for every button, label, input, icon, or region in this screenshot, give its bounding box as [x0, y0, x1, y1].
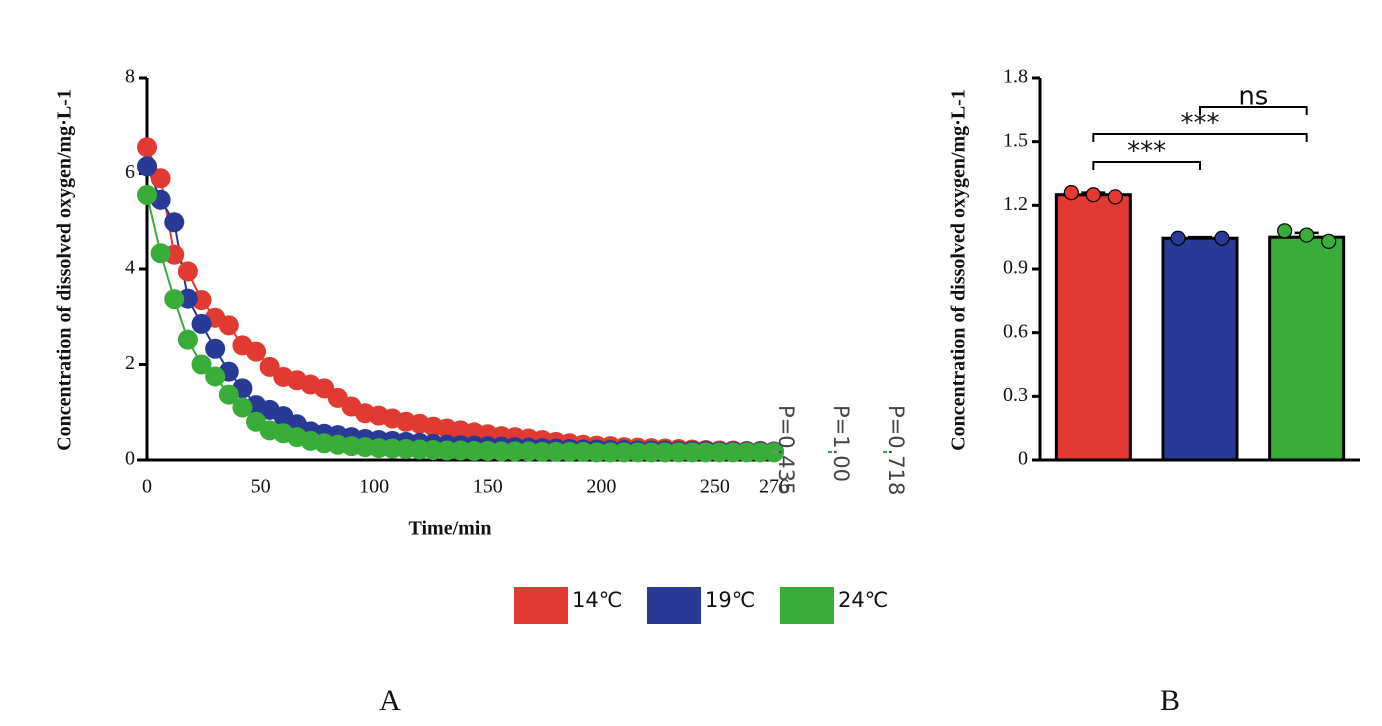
bar — [1161, 236, 1239, 462]
data-point — [1321, 233, 1337, 250]
data-point — [1299, 227, 1315, 243]
x-tick-label: 50 — [251, 476, 271, 498]
data-point — [1277, 223, 1293, 239]
legend-label: 14℃ — [572, 588, 622, 612]
legend-swatch — [514, 587, 568, 624]
annotation: P=1.00 — [829, 405, 853, 482]
y-tick-label: 1.8 — [1003, 66, 1028, 88]
significance-bracket — [1092, 133, 1308, 142]
y-axis-label: Concentration of dissolved oxygen/mg·L-1 — [54, 89, 76, 451]
data-point — [218, 384, 239, 405]
y-tick-label: 0 — [125, 448, 135, 470]
significance-label: *** — [1127, 137, 1166, 167]
y-tick-label: 1.5 — [1003, 129, 1028, 151]
data-point — [218, 315, 239, 336]
bar — [1268, 235, 1346, 462]
annotation: P=0.435 — [774, 405, 798, 495]
x-tick-label: 250 — [700, 476, 730, 498]
y-axis-label: Concentration of dissolved oxygen/mg·L-1 — [948, 89, 970, 451]
data-point — [1085, 187, 1101, 203]
significance-label: ns — [1238, 82, 1268, 112]
data-point — [164, 289, 185, 310]
data-point — [150, 168, 171, 189]
error-bar — [1188, 235, 1212, 239]
data-point — [191, 313, 212, 334]
data-point — [150, 243, 171, 264]
significance-bracket — [1199, 106, 1308, 115]
data-point — [1107, 189, 1123, 205]
y-tick-label: 0 — [1018, 448, 1028, 470]
data-point — [1170, 230, 1186, 246]
legend-swatch — [647, 587, 701, 624]
data-point — [137, 184, 157, 205]
annotation: P=0.718 — [884, 405, 908, 495]
data-point — [177, 261, 198, 282]
data-point — [191, 354, 212, 375]
y-tick-label: 0.6 — [1003, 320, 1028, 342]
x-tick-label: 0 — [142, 476, 152, 498]
legend-swatch — [780, 587, 834, 624]
y-tick-label: 2 — [125, 352, 135, 374]
y-tick-label: 4 — [125, 257, 135, 279]
panel-label: A — [379, 684, 401, 717]
y-tick-label: 8 — [125, 66, 135, 88]
y-tick-label: 0.9 — [1003, 257, 1028, 279]
data-point — [232, 397, 253, 418]
data-point — [205, 366, 226, 387]
x-tick-label: 276 — [759, 476, 789, 498]
data-point — [137, 137, 157, 158]
x-axis-label: Time/min — [409, 518, 492, 540]
y-tick-label: 1.2 — [1003, 193, 1028, 215]
data-point — [177, 329, 198, 350]
legend-label: 19℃ — [705, 588, 755, 612]
y-tick-label: 0.3 — [1003, 384, 1028, 406]
x-tick-label: 150 — [473, 476, 503, 498]
data-point — [164, 212, 185, 233]
x-tick-label: 200 — [586, 476, 616, 498]
data-point — [1214, 230, 1230, 246]
panel-label: B — [1160, 684, 1180, 717]
legend-label: 24℃ — [838, 588, 888, 612]
significance-bracket — [1092, 161, 1201, 170]
y-tick-label: 6 — [125, 161, 135, 183]
x-tick-label: 100 — [359, 476, 389, 498]
bar — [1054, 193, 1132, 462]
data-point — [137, 156, 157, 177]
data-point — [205, 338, 226, 359]
data-point — [1063, 185, 1079, 201]
data-point — [246, 341, 267, 362]
